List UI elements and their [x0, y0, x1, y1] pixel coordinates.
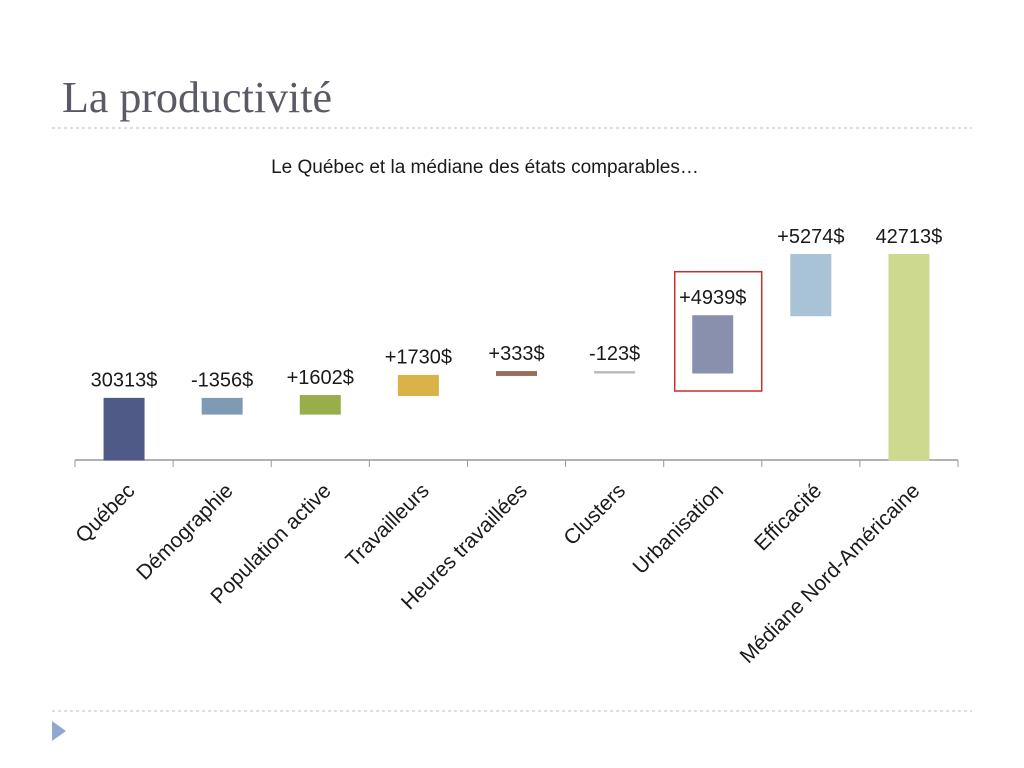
value-label: -123$: [589, 343, 640, 365]
bar: [103, 397, 145, 461]
slide-title: La productivité: [62, 73, 332, 122]
x-tick-label: Démographie: [132, 479, 237, 584]
bar: [888, 254, 930, 461]
chart-title: Le Québec et la médiane des états compar…: [271, 157, 699, 178]
value-label: +1602$: [287, 367, 354, 389]
bar: [397, 374, 439, 397]
value-label: -1356$: [191, 370, 253, 392]
bar: [496, 371, 537, 376]
value-label: +333$: [488, 343, 544, 365]
value-label: +1730$: [385, 347, 452, 369]
value-label: 30313$: [91, 370, 158, 392]
bar: [201, 397, 243, 415]
bar: [790, 254, 832, 317]
bar: [692, 315, 734, 374]
bar: [594, 371, 636, 374]
bullet: [52, 721, 66, 741]
value-label: 42713$: [876, 226, 943, 248]
value-label: +5274$: [777, 226, 844, 248]
x-tick-label: Clusters: [559, 479, 630, 550]
value-label: +4939$: [679, 287, 746, 309]
x-tick-label: Québec: [71, 479, 139, 547]
x-tick-label: Travailleurs: [341, 479, 433, 571]
x-tick-label: Efficacité: [750, 479, 826, 555]
x-tick-label: Urbanisation: [629, 479, 729, 579]
x-tick-label: Médiane Nord-Américaine: [736, 479, 925, 668]
highlight-box: [673, 270, 763, 392]
bar: [299, 395, 341, 415]
